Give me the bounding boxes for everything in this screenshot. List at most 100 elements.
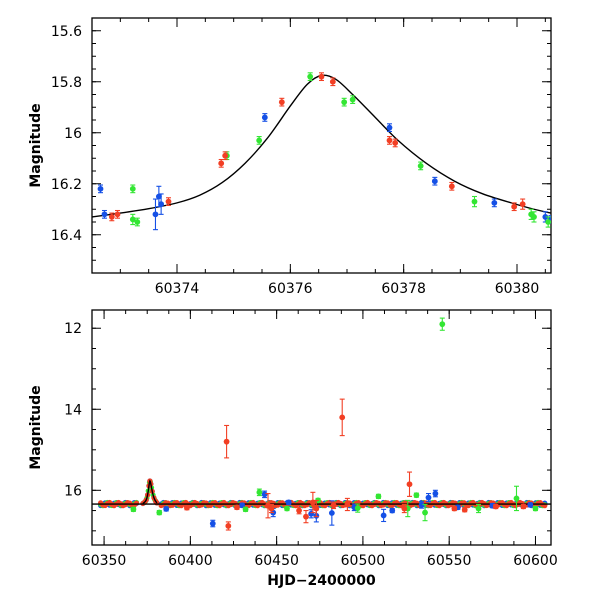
blue-data-point <box>209 520 216 527</box>
y-tick-label: 16 <box>64 483 82 499</box>
red-data-point <box>386 137 393 144</box>
green-data-point <box>256 137 263 144</box>
green-data-point <box>354 505 361 512</box>
x-tick-label: 60374 <box>155 281 200 297</box>
y-tick-label: 15.6 <box>51 24 82 40</box>
red-data-point <box>451 505 458 512</box>
blue-data-point <box>527 501 534 508</box>
green-data-point <box>532 505 539 512</box>
x-tick-label: 60350 <box>82 553 127 569</box>
green-data-point <box>545 219 551 225</box>
green-data-point <box>130 506 137 513</box>
green-data-point <box>129 216 136 223</box>
plot-frame <box>91 309 552 546</box>
green-data-point <box>513 495 520 502</box>
x-tick-label: 60376 <box>268 281 313 297</box>
red-data-point <box>223 438 230 445</box>
red-data-point <box>406 481 413 488</box>
green-data-point <box>413 492 420 499</box>
red-data-point <box>268 505 275 512</box>
green-data-point <box>422 509 428 516</box>
blue-data-point <box>261 114 268 121</box>
x-tick-label: 60600 <box>513 553 558 569</box>
blue-data-point <box>158 201 165 208</box>
blue-data-point <box>97 185 104 192</box>
x-axis-label: HJD−2400000 <box>267 573 376 589</box>
x-tick-label: 60380 <box>495 281 540 297</box>
red-data-point <box>448 183 455 190</box>
green-data-point <box>284 505 290 512</box>
baseline-point <box>133 500 140 506</box>
red-data-point <box>461 506 468 513</box>
blue-data-point <box>425 494 432 501</box>
x-tick-label: 60378 <box>381 281 426 297</box>
blue-data-point <box>491 199 498 206</box>
red-data-point <box>296 507 302 514</box>
y-tick-label: 14 <box>64 402 82 418</box>
green-data-point <box>417 163 424 169</box>
green-data-point <box>242 506 249 513</box>
x-tick-label: 60450 <box>254 553 299 569</box>
x-tick-label: 60550 <box>427 553 472 569</box>
model-fit-curve <box>142 479 158 505</box>
plot-area <box>92 72 551 231</box>
y-tick-label: 16.2 <box>51 177 82 193</box>
red-data-point <box>165 198 172 205</box>
top-panel: 60374 60376 60378 60380 15.6 15.8 16 16.2 16.4 Ma… <box>28 17 552 297</box>
plot-area <box>92 317 551 531</box>
red-data-point <box>222 152 229 159</box>
plot-frame <box>91 17 552 274</box>
blue-data-point <box>239 502 246 509</box>
red-data-point <box>108 214 115 220</box>
red-data-point <box>278 99 285 106</box>
red-data-point <box>218 160 225 167</box>
blue-data-point <box>101 211 108 218</box>
blue-data-point <box>163 506 170 512</box>
green-data-point <box>471 198 478 205</box>
blue-data-point <box>380 512 387 519</box>
y-axis-label: Magnitude <box>28 385 44 469</box>
green-data-point <box>349 96 356 103</box>
red-data-point <box>330 502 337 509</box>
y-tick-label: 16.4 <box>51 228 82 244</box>
red-data-point <box>184 504 190 511</box>
blue-data-point <box>261 491 268 498</box>
blue-data-point <box>155 193 162 200</box>
y-tick-label: 12 <box>64 321 82 337</box>
green-data-point <box>156 509 163 516</box>
red-data-point <box>520 503 527 510</box>
red-data-point <box>318 73 325 80</box>
red-data-point <box>519 201 526 208</box>
green-data-point <box>439 321 446 328</box>
red-data-point <box>344 501 351 508</box>
blue-data-point <box>418 501 425 508</box>
bottom-panel: 60350 60400 60450 60500 60550 60600 12 14 16 Magn… <box>28 309 558 589</box>
green-data-point <box>475 505 482 512</box>
red-data-point <box>401 505 408 512</box>
x-tick-label: 60400 <box>168 553 213 569</box>
green-data-point <box>307 73 314 80</box>
blue-data-point <box>285 499 292 506</box>
y-tick-label: 16 <box>64 126 82 142</box>
red-data-point <box>329 78 336 85</box>
red-data-point <box>225 523 232 529</box>
blue-data-point <box>389 507 396 514</box>
red-data-point <box>511 203 518 210</box>
red-data-point <box>492 503 499 510</box>
red-data-point <box>392 140 399 146</box>
x-tick-label: 60500 <box>341 553 386 569</box>
red-data-point <box>303 513 309 520</box>
red-data-point <box>313 505 320 512</box>
blue-data-point <box>386 124 393 131</box>
red-data-point <box>339 414 346 421</box>
blue-data-point <box>432 490 439 497</box>
red-data-point <box>234 504 240 511</box>
green-data-point <box>134 219 141 225</box>
y-axis-label: Magnitude <box>28 103 44 187</box>
blue-data-point <box>152 211 159 218</box>
green-data-point <box>341 99 348 106</box>
blue-data-point <box>328 510 335 516</box>
green-data-point <box>129 185 136 192</box>
blue-data-point <box>542 214 549 220</box>
